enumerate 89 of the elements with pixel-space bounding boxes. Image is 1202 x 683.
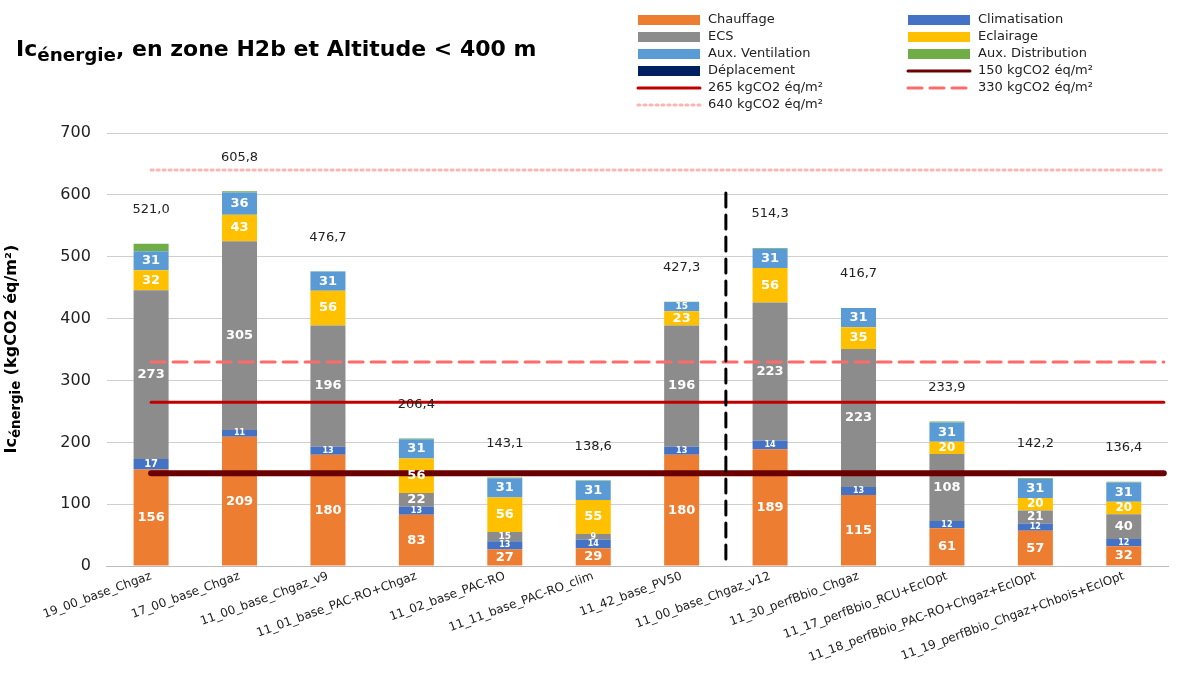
total-label: 138,6 [574, 437, 612, 453]
data-label: 20 [938, 440, 956, 455]
data-label: 31 [849, 309, 868, 325]
y-tick-label: 600 [60, 184, 91, 204]
data-label: 31 [407, 440, 426, 456]
data-label: 12 [941, 519, 953, 529]
data-label: 13 [852, 486, 865, 496]
legend-label: 330 kgCO2 éq/m² [978, 79, 1093, 95]
y-tick-label: 400 [60, 307, 91, 327]
data-label: 36 [230, 194, 249, 210]
data-label: 31 [584, 481, 603, 497]
data-label: 14 [764, 439, 777, 449]
total-label: 143,1 [486, 434, 524, 450]
legend-label: Déplacement [708, 62, 795, 78]
data-label: 31 [1114, 483, 1133, 499]
data-label: 56 [761, 276, 780, 292]
data-label: 11 [233, 428, 246, 438]
data-label: 31 [1026, 479, 1045, 495]
legend-label: Chauffage [708, 11, 775, 27]
data-label: 20 [1027, 496, 1044, 511]
data-label: 209 [225, 492, 254, 508]
data-label: 189 [756, 498, 784, 514]
data-label: 13 [676, 445, 688, 455]
legend-label: 150 kgCO2 éq/m² [978, 62, 1093, 78]
data-label: 29 [584, 548, 603, 564]
total-label: 605,8 [220, 148, 259, 164]
data-label: 223 [844, 409, 873, 425]
data-label: 20 [1115, 500, 1133, 515]
data-label: 55 [584, 508, 603, 524]
y-tick-label: 300 [60, 369, 91, 389]
data-label: 56 [318, 299, 337, 315]
data-label: 196 [314, 377, 342, 393]
data-label: 83 [407, 531, 426, 547]
total-label: 514,3 [751, 205, 789, 221]
legend-label: Climatisation [978, 11, 1064, 27]
total-label: 476,7 [309, 228, 347, 244]
total-label: 427,3 [663, 259, 701, 275]
legend-label: ECS [708, 28, 734, 44]
y-tick-label: 0 [80, 555, 91, 575]
data-label: 56 [495, 506, 514, 522]
data-label: 305 [225, 327, 254, 342]
data-label: 115 [844, 521, 873, 537]
total-label: 521,0 [132, 201, 170, 217]
y-tick-label: 700 [60, 122, 91, 142]
data-label: 17 [144, 457, 159, 469]
chart-title: Ic$_{énergie}$, en zone H2b et Altitude < 400 m [16, 36, 537, 66]
data-label: 13 [499, 540, 511, 550]
data-label: 31 [495, 479, 514, 495]
data-label: 61 [937, 538, 956, 554]
total-label: 416,7 [839, 265, 878, 281]
data-label: 35 [849, 329, 868, 345]
data-label: 32 [142, 271, 161, 287]
data-label: 27 [495, 548, 514, 564]
data-label: 57 [1026, 539, 1045, 555]
data-label: 180 [314, 501, 342, 517]
legend-label: Aux. Distribution [978, 45, 1087, 61]
y-tick-label: 500 [60, 245, 91, 265]
data-label: 23 [672, 309, 691, 325]
data-label: 12 [1118, 537, 1130, 547]
legend-label: 640 kgCO2 éq/m² [708, 96, 823, 112]
data-label: 9 [590, 531, 597, 541]
data-label: 31 [761, 249, 780, 265]
data-label: 13 [322, 445, 334, 455]
data-label: 31 [318, 272, 337, 288]
total-label: 233,9 [928, 378, 966, 394]
data-label: 13 [410, 505, 422, 515]
total-label: 136,4 [1105, 439, 1143, 455]
data-label: 31 [142, 252, 161, 268]
data-label: 156 [137, 508, 165, 524]
data-label: 273 [137, 365, 165, 381]
data-label: 22 [407, 491, 426, 507]
y-tick-label: 100 [60, 493, 91, 513]
data-label: 15 [675, 300, 688, 311]
total-label: 142,2 [1016, 435, 1054, 451]
data-label: 43 [230, 219, 249, 235]
data-label: 223 [756, 362, 784, 378]
data-label: 12 [1029, 522, 1041, 532]
legend-label: Aux. Ventilation [708, 45, 811, 61]
data-label: 32 [1114, 547, 1133, 563]
data-label: 31 [937, 423, 956, 439]
data-label: 14 [587, 538, 600, 548]
data-label: 15 [498, 531, 512, 542]
data-label: 40 [1114, 517, 1133, 533]
legend-label: 265 kgCO2 éq/m² [708, 79, 823, 95]
data-label: 108 [933, 478, 961, 494]
data-label: 180 [668, 501, 696, 517]
data-label: 196 [668, 377, 696, 393]
legend-label: Eclairage [978, 28, 1039, 44]
y-tick-label: 200 [60, 431, 91, 451]
